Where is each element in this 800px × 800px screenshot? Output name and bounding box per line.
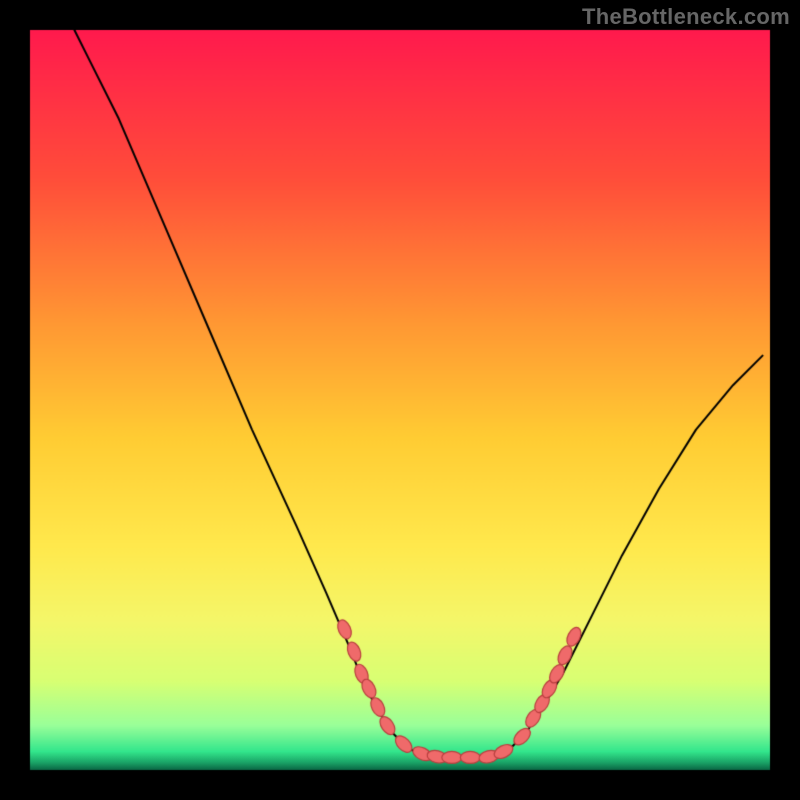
watermark-label: TheBottleneck.com [582, 4, 790, 30]
bottleneck-chart-canvas [0, 0, 800, 800]
chart-stage: TheBottleneck.com [0, 0, 800, 800]
